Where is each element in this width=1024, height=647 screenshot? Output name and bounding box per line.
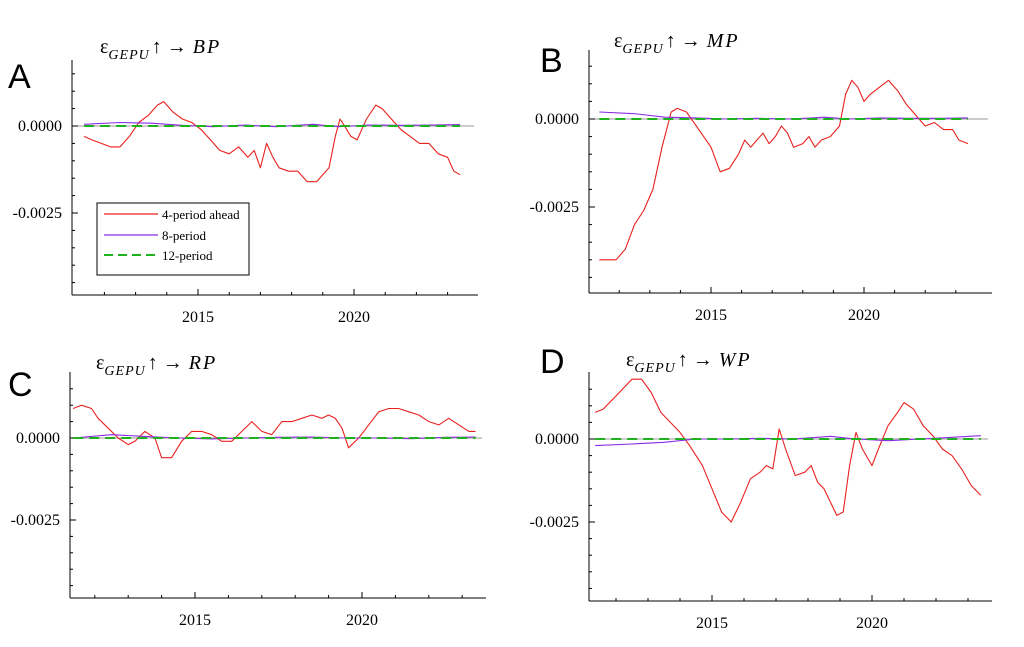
x-tick-label: 2020	[346, 612, 378, 629]
series-line-8-period	[595, 435, 981, 447]
series-line-4-period	[83, 101, 461, 183]
panel-a-title: εGEPU ↑ → BP	[100, 36, 221, 63]
panel-letter-b: B	[540, 42, 563, 80]
series-line-4-period	[72, 404, 476, 459]
x-tick-label: 2015	[179, 612, 211, 629]
panel-b-title: εGEPU ↑ → MP	[614, 30, 740, 57]
panel-d-title: εGEPU ↑ → WP	[626, 349, 752, 376]
panel-d: D εGEPU ↑ → WP 0.0000 -0.0025 2015 2020	[530, 343, 992, 632]
y-tick-label: -0.0025	[530, 199, 579, 216]
x-tick-label: 2015	[695, 307, 727, 324]
series-line-4-period	[599, 79, 969, 261]
x-tick-label: 2020	[338, 309, 370, 326]
panel-b: B εGEPU ↑ → MP 0.0000 -0.0025 2015 2020	[530, 30, 992, 324]
legend-label-8-period: 8-period	[162, 228, 207, 243]
panel-letter-a: A	[8, 58, 31, 96]
legend-label-12-period: 12-period	[162, 248, 213, 263]
plot-area-a: 0.0000 -0.0025 2015 2020	[13, 73, 474, 326]
x-tick-label: 2020	[856, 615, 888, 632]
plot-area-d: 0.0000 -0.0025 2015 2020	[530, 378, 988, 632]
legend: 4-period ahead 8-period 12-period	[96, 202, 250, 276]
x-tick-label: 2020	[848, 307, 880, 324]
series-line-8-period	[599, 111, 969, 120]
panel-a: A εGEPU ↑ → BP 0.0000 -0.0025 2015 2020 4-per…	[8, 36, 478, 326]
legend-box	[96, 202, 250, 276]
panel-c-title: εGEPU ↑ → RP	[96, 352, 217, 379]
series-line-4-period	[594, 378, 982, 523]
panel-letter-c: C	[8, 366, 33, 404]
y-tick-label: 0.0000	[18, 118, 62, 135]
y-tick-label: 0.0000	[535, 111, 579, 128]
plot-area-c: 0.0000 -0.0025 2015 2020	[11, 388, 482, 629]
y-tick-label: 0.0000	[16, 430, 60, 447]
y-tick-label: -0.0025	[11, 512, 60, 529]
panel-letter-d: D	[540, 343, 565, 381]
x-tick-label: 2015	[182, 309, 214, 326]
y-tick-label: 0.0000	[535, 431, 579, 448]
legend-label-4-period: 4-period ahead	[162, 207, 240, 222]
y-tick-label: -0.0025	[530, 514, 579, 531]
plot-area-b: 0.0000 -0.0025 2015 2020	[530, 65, 988, 324]
panel-c: C εGEPU ↑ → RP 0.0000 -0.0025 2015 2020	[8, 352, 486, 629]
x-tick-label: 2015	[696, 615, 728, 632]
y-tick-label: -0.0025	[13, 205, 62, 222]
